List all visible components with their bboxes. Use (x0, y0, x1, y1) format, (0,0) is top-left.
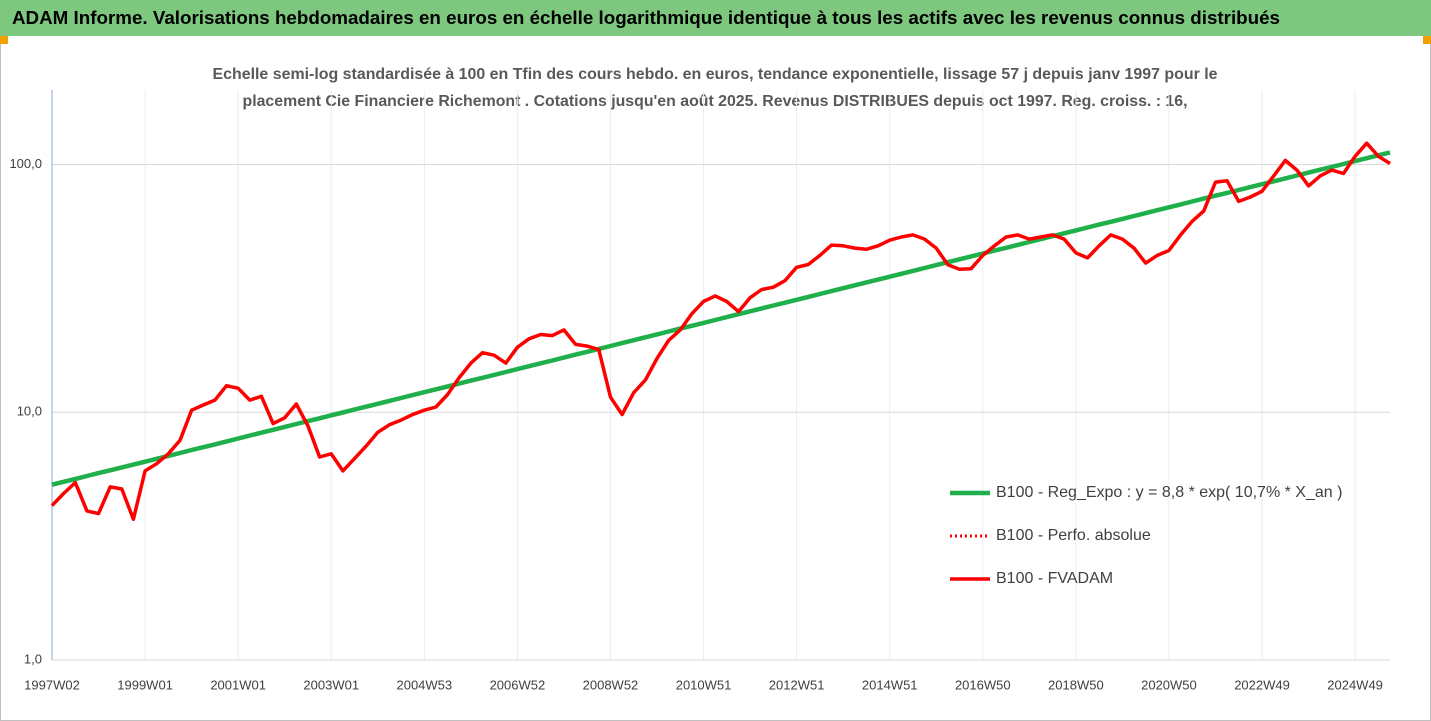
legend-label: B100 - FVADAM (996, 570, 1113, 587)
series-line (50, 141, 1391, 521)
corner-mark (1423, 36, 1431, 44)
legend-label: B100 - Perfo. absolue (996, 527, 1151, 544)
x-tick-label: 2012W51 (769, 677, 825, 692)
x-tick-label: 2004W53 (396, 677, 452, 692)
series-line (51, 150, 1391, 487)
header-bar (0, 0, 1431, 36)
y-tick-label: 100,0 (9, 156, 42, 171)
y-tick-label: 1,0 (24, 651, 42, 666)
x-tick-label: 1997W02 (24, 677, 80, 692)
x-tick-label: 2014W51 (862, 677, 918, 692)
x-tick-label: 2018W50 (1048, 677, 1104, 692)
corner-mark (0, 36, 8, 44)
chart-title: Echelle semi-log standardisée à 100 en T… (213, 66, 1218, 83)
header-title: ADAM Informe. Valorisations hebdomadaire… (12, 8, 1280, 28)
x-tick-label: 2010W51 (676, 677, 732, 692)
x-tick-label: 2006W52 (490, 677, 546, 692)
chart-title: placement Cie Financiere Richemont . Cot… (243, 93, 1188, 110)
x-tick-label: 2001W01 (210, 677, 266, 692)
legend-label: B100 - Reg_Expo : y = 8,8 * exp( 10,7% *… (996, 484, 1342, 501)
x-tick-label: 1999W01 (117, 677, 173, 692)
y-tick-label: 10,0 (17, 404, 42, 419)
x-tick-label: 2008W52 (583, 677, 639, 692)
x-tick-label: 2024W49 (1327, 677, 1383, 692)
x-tick-label: 2020W50 (1141, 677, 1197, 692)
x-tick-label: 2022W49 (1234, 677, 1290, 692)
x-tick-label: 2003W01 (303, 677, 359, 692)
x-tick-label: 2016W50 (955, 677, 1011, 692)
